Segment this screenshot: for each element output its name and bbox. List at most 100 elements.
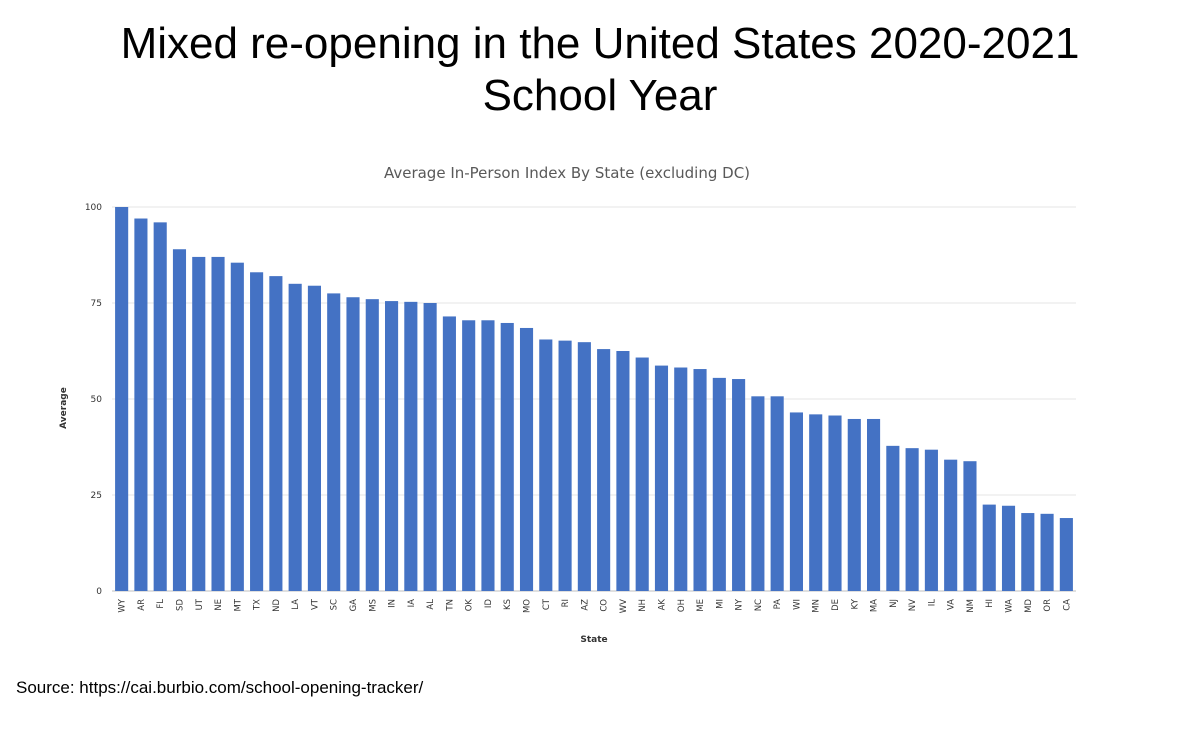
bar-mt (230, 262, 244, 591)
x-tick-label: NH (638, 599, 648, 612)
bars (115, 207, 1073, 592)
x-tick-label: DE (831, 599, 841, 611)
x-tick-label: CO (600, 599, 610, 612)
x-tick-label: NE (214, 599, 224, 611)
bar-al (423, 303, 437, 591)
bar-ne (211, 256, 225, 591)
x-tick-label: LA (291, 599, 301, 610)
x-tick-label: MT (233, 598, 243, 611)
bar-ia (404, 301, 418, 591)
bar-mo (519, 327, 534, 591)
x-tick-label: FL (156, 599, 166, 609)
x-tick-label: ME (696, 599, 706, 612)
x-tick-label: GA (349, 599, 359, 612)
x-tick-label: CT (542, 598, 552, 610)
x-tick-label: AZ (580, 599, 590, 611)
bar-ok (462, 320, 476, 591)
source-note: Source: https://cai.burbio.com/school-op… (16, 678, 424, 697)
x-tick-label: MN (812, 599, 822, 613)
bar-mi (712, 377, 726, 591)
x-axis-label: State (580, 635, 607, 645)
x-tick-label: WA (1005, 599, 1015, 613)
x-tick-label: RI (561, 599, 571, 607)
bar-md (1021, 513, 1035, 591)
bar-ky (847, 418, 861, 591)
x-tick-label: IL (927, 599, 937, 607)
x-tick-label: MO (523, 599, 533, 613)
bar-la (288, 283, 302, 591)
y-tick-label: 25 (91, 491, 102, 501)
bar-hi (982, 504, 996, 591)
bar-az (577, 342, 591, 591)
bar-nd (269, 276, 283, 591)
bar-mn (809, 414, 823, 591)
x-tick-label: TN (445, 599, 455, 612)
bar-wy (115, 207, 129, 591)
x-tick-label: KY (850, 598, 860, 609)
x-tick-label: SD (175, 599, 185, 611)
bar-nj (886, 445, 900, 591)
x-tick-label: UT (195, 598, 205, 610)
bar-me (693, 369, 707, 591)
y-tick-label: 50 (91, 395, 103, 405)
x-tick-label: OK (465, 599, 475, 612)
bar-or (1040, 513, 1054, 591)
x-tick-label: ND (272, 599, 282, 612)
x-tick-label: AK (657, 599, 667, 611)
x-axis-ticks: WY AR FL SD UT NE MT TX ND LA VT SC GA MS IN IA AL TN OK ID… (118, 598, 1073, 613)
x-tick-label: WY (118, 598, 128, 612)
bar-fl (153, 222, 167, 592)
y-axis-ticks: 0 25 50 75 100 (85, 203, 102, 597)
bar-co (597, 349, 611, 591)
x-tick-label: SC (330, 599, 340, 610)
x-tick-label: NY (735, 598, 745, 610)
bar-oh (674, 367, 688, 591)
x-tick-label: NV (908, 599, 918, 611)
bar-ut (192, 256, 206, 591)
bar-nv (905, 448, 919, 591)
x-tick-label: HI (985, 599, 995, 608)
bar-vt (307, 285, 321, 591)
x-tick-label: NM (966, 599, 976, 613)
bar-nm (963, 461, 977, 591)
slide-title-line-1: Mixed re-opening in the United States 20… (120, 19, 1080, 68)
bar-ny (732, 379, 746, 591)
bar-ca (1059, 518, 1073, 591)
x-tick-label: CA (1062, 599, 1072, 611)
y-tick-label: 0 (96, 587, 102, 597)
bar-ct (539, 339, 553, 591)
slide-title-line-2: School Year (482, 71, 718, 120)
bar-id (481, 320, 495, 591)
y-tick-label: 75 (91, 299, 102, 309)
bar-tx (250, 272, 264, 591)
x-tick-label: NC (754, 599, 764, 611)
y-tick-label: 100 (85, 203, 102, 213)
bar-wa (1001, 505, 1016, 591)
x-tick-label: VA (947, 599, 957, 610)
x-tick-label: TX (253, 599, 263, 611)
bar-il (924, 449, 938, 591)
x-tick-label: IN (388, 599, 398, 608)
x-tick-label: IA (407, 599, 417, 608)
bar-ga (346, 297, 360, 591)
bar-sd (172, 249, 187, 591)
bar-nc (751, 396, 765, 591)
x-tick-label: MA (870, 599, 880, 612)
bar-de (828, 415, 842, 591)
x-tick-label: MD (1024, 599, 1034, 613)
bar-pa (770, 396, 784, 591)
bar-in (385, 301, 399, 591)
bar-wv (616, 351, 630, 591)
x-tick-label: AR (137, 599, 147, 611)
x-tick-label: AL (426, 599, 436, 610)
bar-sc (327, 293, 341, 591)
x-tick-label: MI (715, 599, 725, 609)
x-tick-label: WI (792, 599, 802, 610)
bar-ar (134, 218, 148, 591)
x-tick-label: KS (503, 599, 513, 610)
bar-wi (789, 412, 803, 591)
x-tick-label: PA (773, 599, 783, 610)
x-tick-label: WV (619, 599, 629, 613)
bar-ks (500, 322, 514, 591)
bar-va (944, 459, 958, 591)
